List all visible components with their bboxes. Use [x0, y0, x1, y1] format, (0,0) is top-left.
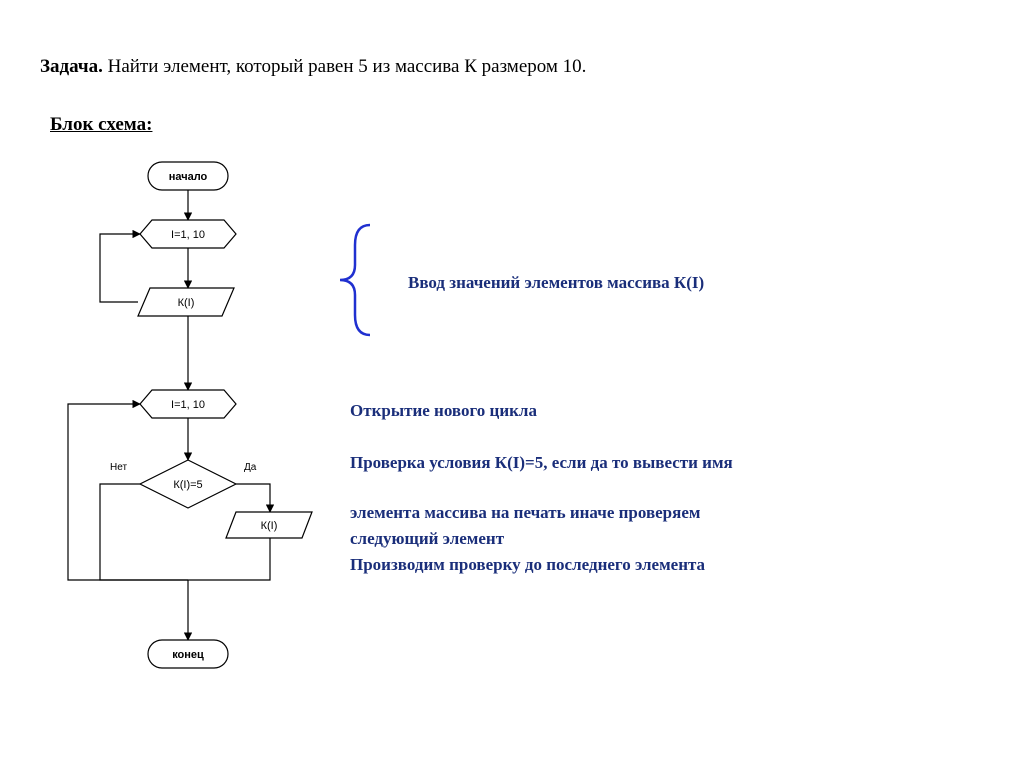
edge-decision-output — [236, 484, 270, 512]
node-output-label: К(I) — [261, 520, 278, 532]
edge-label-no: Нет — [110, 462, 127, 473]
edge-output-join — [188, 538, 270, 580]
node-end-label: конец — [172, 649, 204, 661]
node-decision: К(I)=5 — [140, 460, 236, 508]
node-loop1: I=1, 10 — [140, 220, 236, 248]
edge-label-yes: Да — [244, 462, 257, 473]
node-loop1-label: I=1, 10 — [171, 229, 205, 241]
flowchart: начало I=1, 10 К(I) I=1, 10 К(I)=5 Нет Д… — [40, 150, 380, 710]
annotation-check-2: элемента массива на печать иначе проверя… — [350, 500, 700, 526]
annotation-check-1: Проверка условия К(I)=5, если да то выве… — [350, 450, 733, 476]
node-start: начало — [148, 162, 228, 190]
node-loop2: I=1, 10 — [140, 390, 236, 418]
annotation-check-3: следующий элемент — [350, 526, 504, 552]
node-loop2-label: I=1, 10 — [171, 399, 205, 411]
curly-brace — [330, 220, 380, 340]
node-input1-label: К(I) — [178, 297, 195, 309]
annotation-check-4: Производим проверку до последнего элемен… — [350, 552, 705, 578]
node-output: К(I) — [226, 512, 312, 538]
node-input1: К(I) — [138, 288, 234, 316]
task-text: Найти элемент, который равен 5 из массив… — [108, 56, 587, 77]
task-line: Задача. Найти элемент, который равен 5 и… — [40, 56, 586, 78]
node-decision-label: К(I)=5 — [173, 479, 202, 491]
annotation-loop2: Открытие нового цикла — [350, 398, 537, 424]
node-start-label: начало — [169, 171, 208, 183]
edge-input1-loop1-back — [100, 234, 140, 302]
task-label: Задача. — [40, 56, 103, 77]
section-title: Блок схема: — [50, 114, 152, 136]
node-end: конец — [148, 640, 228, 668]
annotation-input: Ввод значений элементов массива К(I) — [408, 270, 704, 296]
